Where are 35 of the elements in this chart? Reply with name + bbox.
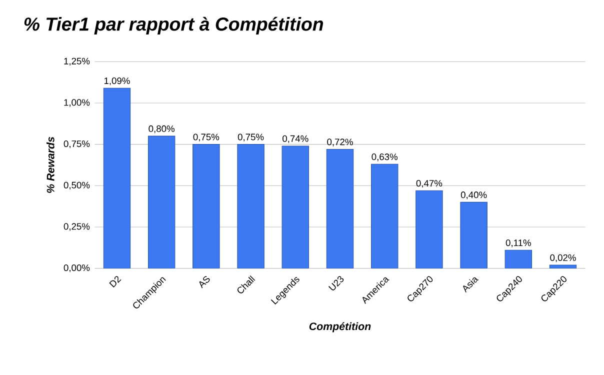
y-tick-label: 0,00% — [64, 264, 90, 272]
x-tick-label: Asia — [463, 277, 479, 293]
y-tick-label: 1,00% — [64, 99, 90, 107]
bar — [103, 88, 131, 268]
bar — [371, 164, 398, 268]
data-label: 0,02% — [550, 254, 576, 262]
chart-title: % Tier1 par rapport à Compétition — [24, 16, 324, 34]
data-label: 0,75% — [193, 134, 220, 142]
data-label: 0,47% — [416, 180, 442, 188]
bar — [460, 202, 488, 268]
data-label: 0,80% — [148, 125, 174, 134]
data-label: 0,40% — [460, 192, 487, 200]
y-tick-label: 0,25% — [64, 223, 90, 231]
bar — [416, 190, 443, 268]
bar — [237, 144, 264, 268]
bar — [192, 144, 220, 268]
data-label: 0,75% — [238, 134, 264, 142]
x-tick-label: D2 — [109, 276, 122, 288]
bar — [326, 149, 354, 268]
x-axis-title: Compétition — [309, 322, 371, 332]
y-tick-label: 0,75% — [64, 140, 90, 148]
bar — [549, 264, 577, 268]
x-tick-label: AS — [199, 276, 210, 288]
bar — [282, 146, 309, 268]
data-label: 0,74% — [282, 135, 308, 144]
data-label: 0,72% — [327, 138, 353, 146]
bar — [504, 250, 532, 268]
y-tick-label: 0,50% — [64, 182, 90, 190]
data-label: 0,11% — [506, 240, 531, 248]
data-label: 0,63% — [372, 154, 398, 162]
y-tick-label: 1,25% — [64, 58, 90, 66]
data-label: 1,09% — [104, 77, 130, 86]
y-axis-title: % Rewards — [46, 136, 54, 193]
bar — [148, 136, 176, 268]
x-tick-label: U23 — [328, 276, 344, 290]
